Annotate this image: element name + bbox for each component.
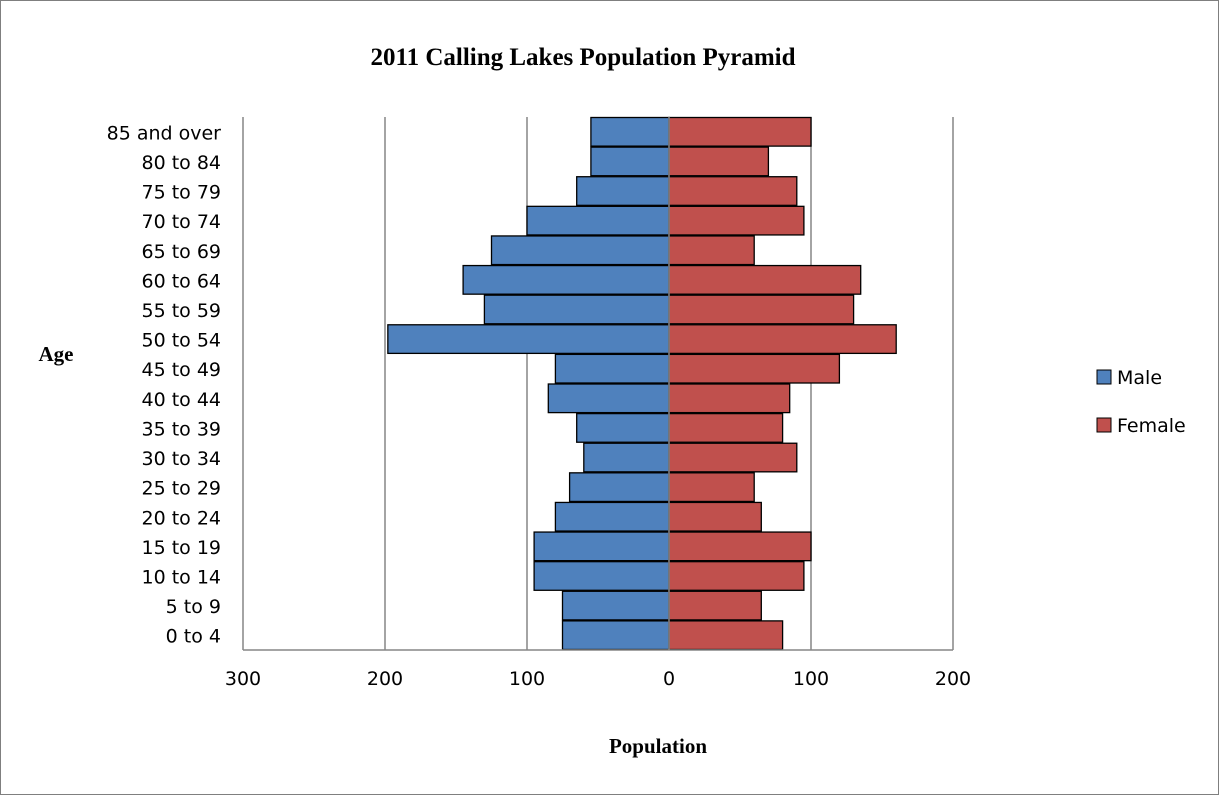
x-tick-label: 100: [509, 668, 545, 690]
bar-female: [668, 235, 755, 266]
bar-female: [668, 590, 762, 621]
y-tick-label: 35 to 39: [141, 418, 221, 440]
bar-male: [568, 472, 670, 503]
bar-female: [668, 264, 862, 295]
bar-male: [561, 620, 670, 651]
y-tick-label: 65 to 69: [141, 241, 221, 263]
bar-female: [668, 116, 812, 147]
legend-swatch: [1096, 369, 1112, 385]
bar-male: [576, 176, 670, 206]
x-tick-label: 300: [225, 668, 261, 690]
bar-male: [590, 146, 670, 177]
x-tick-label: 200: [367, 668, 403, 690]
y-tick-label: 45 to 49: [141, 359, 221, 381]
bars: [387, 116, 897, 651]
bar-male: [526, 205, 670, 236]
legend: Male Female: [1096, 367, 1186, 437]
y-tick-label: 55 to 59: [141, 300, 221, 322]
bar-male: [554, 353, 670, 384]
bar-female: [668, 176, 798, 206]
bar-male: [387, 324, 670, 355]
bar-female: [668, 501, 762, 532]
x-axis-title: Population: [609, 734, 707, 758]
bar-male: [533, 561, 670, 591]
y-tick-label: 15 to 19: [141, 537, 221, 559]
x-tick-label: 100: [793, 668, 829, 690]
bar-male: [576, 412, 670, 443]
bar-female: [668, 620, 784, 651]
bar-female: [668, 412, 784, 443]
bar-male: [462, 264, 670, 295]
bar-male: [554, 501, 670, 532]
x-tick-label: 0: [663, 668, 675, 690]
y-tick-label: 70 to 74: [141, 211, 221, 233]
y-tick-label: 40 to 44: [141, 389, 221, 411]
y-tick-label: 75 to 79: [141, 182, 221, 204]
bar-female: [668, 531, 812, 562]
bar-female: [668, 561, 805, 591]
axes: 300 200 100 0 100 200 85 and over 80 to 84 75 to…: [107, 117, 971, 690]
y-tick-label: 0 to 4: [166, 626, 221, 648]
legend-label: Female: [1117, 415, 1186, 437]
y-tick-label: 10 to 14: [141, 566, 221, 588]
legend-swatch: [1096, 417, 1112, 433]
y-tick-label: 25 to 29: [141, 478, 221, 500]
y-tick-label: 20 to 24: [141, 507, 221, 529]
y-tick-label: 5 to 9: [166, 596, 221, 618]
legend-label: Male: [1117, 367, 1162, 389]
bar-male: [490, 235, 670, 266]
bar-male: [547, 383, 670, 414]
bar-female: [668, 383, 791, 414]
y-tick-label: 30 to 34: [141, 448, 221, 470]
bar-female: [668, 205, 805, 236]
bar-female: [668, 324, 897, 355]
chart-title: 2011 Calling Lakes Population Pyramid: [370, 44, 795, 71]
y-axis-title: Age: [39, 342, 74, 366]
bar-male: [583, 442, 670, 473]
bar-female: [668, 146, 770, 177]
y-tick-label: 60 to 64: [141, 270, 221, 292]
x-tick-label: 200: [935, 668, 971, 690]
bar-female: [668, 472, 755, 503]
y-tick-label: 80 to 84: [141, 152, 221, 174]
bar-male: [533, 531, 670, 562]
y-tick-label: 50 to 54: [141, 330, 221, 352]
y-tick-label: 85 and over: [107, 122, 222, 144]
bar-female: [668, 353, 841, 384]
bar-female: [668, 442, 798, 473]
bar-male: [561, 590, 670, 621]
bar-female: [668, 294, 855, 325]
bar-male: [483, 294, 670, 325]
bar-male: [590, 116, 670, 147]
